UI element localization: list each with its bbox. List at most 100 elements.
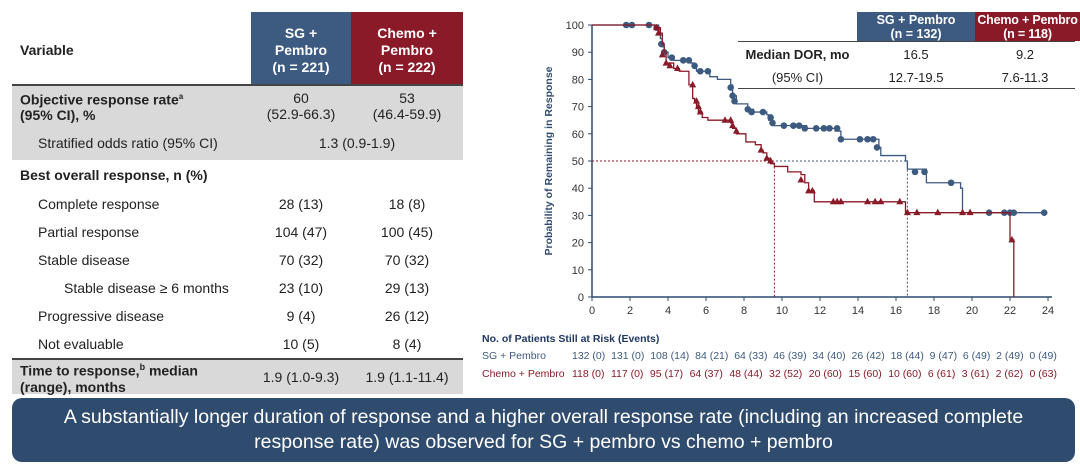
row-label: Partial response bbox=[38, 224, 140, 240]
median-line bbox=[592, 160, 908, 297]
censor-mark bbox=[797, 176, 805, 183]
censor-mark bbox=[896, 197, 904, 205]
censor-mark bbox=[727, 84, 734, 91]
row-label: Progressive disease bbox=[38, 308, 165, 324]
h1b: Pembro bbox=[274, 41, 328, 58]
row-label: Best overall response, n (%) bbox=[20, 167, 208, 183]
y-tick-label: 0 bbox=[578, 292, 584, 304]
cell-sg: 70 (32) bbox=[278, 252, 324, 268]
orr-chemo: 53 (46.4-59.9) bbox=[372, 90, 442, 122]
censor-mark bbox=[795, 122, 803, 129]
km-curve bbox=[592, 24, 1015, 297]
censor-mark bbox=[693, 97, 700, 104]
cell-chemo: 1.9 (1.1-11.4) bbox=[365, 369, 449, 385]
y-tick-label: 40 bbox=[572, 183, 584, 195]
censor-mark bbox=[921, 168, 928, 176]
table-row: Not evaluable 10 (5) 8 (4) bbox=[12, 330, 463, 358]
risk-cell: 18 (44) bbox=[890, 350, 924, 362]
h2c: (n = 222) bbox=[378, 58, 436, 75]
risk-cell: 6 (49) bbox=[962, 350, 991, 362]
risk-cell: 0 (49) bbox=[1029, 350, 1057, 362]
cell-sg: 9 (4) bbox=[286, 308, 316, 324]
table-row-orr: Objective response ratea (95% CI), % 60 (5… bbox=[12, 86, 463, 126]
censor-mark bbox=[694, 102, 702, 110]
risk-cell: 95 (17) bbox=[649, 368, 684, 380]
table-row-best-overall: Best overall response, n (%) bbox=[12, 160, 463, 190]
censor-mark bbox=[729, 92, 736, 100]
y-tick-label: 20 bbox=[572, 238, 584, 250]
censor-mark bbox=[727, 116, 735, 123]
censor-mark bbox=[790, 122, 797, 129]
y-tick-label: 50 bbox=[572, 156, 584, 168]
y-tick-label: 10 bbox=[572, 265, 584, 277]
censor-mark bbox=[668, 54, 676, 61]
table-row: Stable disease ≥ 6 months 23 (10) 29 (13) bbox=[12, 274, 463, 302]
table-row-odds-ratio: Stratified odds ratio (95% CI) 1.3 (0.9-… bbox=[12, 126, 463, 160]
censor-mark bbox=[820, 125, 828, 132]
cell-sg: 104 (47) bbox=[274, 224, 328, 240]
risk-row-chemo: Chemo + Pembro 118 (0) 117 (0) 95 (17) 64 (3… bbox=[482, 368, 1057, 380]
cell-chemo: 26 (12) bbox=[384, 308, 430, 324]
cell-sg: 23 (10) bbox=[278, 280, 324, 296]
censor-mark bbox=[767, 157, 775, 164]
y-tick-label: 30 bbox=[572, 210, 584, 222]
censor-mark bbox=[873, 144, 881, 151]
risk-cell: 64 (37) bbox=[689, 368, 723, 380]
censor-mark bbox=[685, 57, 693, 64]
risk-cell: 118 (0) bbox=[572, 368, 605, 380]
table-row: Progressive disease 9 (4) 26 (12) bbox=[12, 302, 463, 330]
censor-mark bbox=[674, 64, 681, 72]
cell-sg: 28 (13) bbox=[278, 196, 324, 212]
risk-values: 118 (0) 117 (0) 95 (17) 64 (37) 48 (44) 32 (5… bbox=[572, 368, 1057, 380]
censor-mark bbox=[934, 208, 942, 216]
censor-mark bbox=[1040, 209, 1048, 216]
x-tick-label: 6 bbox=[703, 305, 709, 317]
row-label: Complete response bbox=[38, 196, 160, 212]
risk-cell: 84 (21) bbox=[695, 350, 729, 362]
risk-cell: 10 (60) bbox=[888, 368, 922, 380]
table-row: Partial response 104 (47) 100 (45) bbox=[12, 218, 463, 246]
censor-mark bbox=[689, 80, 697, 88]
censor-mark bbox=[721, 116, 729, 123]
risk-cell: 20 (60) bbox=[808, 368, 843, 380]
censor-mark bbox=[1010, 209, 1018, 216]
risk-cell: 26 (42) bbox=[851, 350, 885, 362]
y-tick-label: 70 bbox=[572, 102, 584, 114]
inset-row: Median DOR, mo 16.5 9.2 bbox=[745, 47, 1035, 62]
censor-mark bbox=[864, 135, 871, 143]
odds-ratio-value: 1.3 (0.9-1.9) bbox=[318, 135, 396, 151]
risk-cell: 2 (62) bbox=[995, 368, 1024, 380]
inset-row: (95% CI) 12.7-19.5 7.6-11.3 bbox=[771, 70, 1049, 85]
risk-cell: 6 (61) bbox=[927, 368, 956, 380]
censor-mark bbox=[837, 197, 845, 205]
x-tick-label: 16 bbox=[890, 305, 902, 317]
risk-cell: 46 (39) bbox=[773, 350, 807, 362]
x-tick-label: 4 bbox=[665, 305, 671, 317]
row-label: Stratified odds ratio (95% CI) bbox=[38, 135, 218, 151]
header-chemo-pembro: Chemo + Pembro (n = 222) bbox=[351, 12, 463, 84]
header-sg-pembro: SG + Pembro (n = 221) bbox=[251, 12, 351, 84]
x-tick-label: 8 bbox=[741, 305, 747, 317]
cell-chemo: 100 (45) bbox=[380, 224, 434, 240]
censor-mark bbox=[757, 146, 765, 153]
censor-mark bbox=[769, 119, 776, 127]
risk-row-label: Chemo + Pembro bbox=[482, 368, 565, 380]
row-label: Stable disease ≥ 6 months bbox=[64, 280, 229, 296]
row-label: Not evaluable bbox=[38, 336, 124, 352]
x-tick-label: 14 bbox=[852, 305, 864, 317]
km-chart: 0 2 4 6 8 10 12 14 16 18 20 22 240102030405060708090… bbox=[543, 20, 1054, 317]
y-tick-label: 100 bbox=[566, 20, 584, 32]
cell-sg: 1.9 (1.0-9.3) bbox=[262, 369, 340, 385]
header-variable: Variable bbox=[20, 42, 74, 58]
risk-cell: 2 (49) bbox=[996, 350, 1024, 362]
risk-cell: 34 (40) bbox=[812, 350, 846, 362]
risk-values: 132 (0) 131 (0) 108 (14) 84 (21) 64 (33) 46 (… bbox=[572, 350, 1057, 362]
h1c: (n = 221) bbox=[272, 58, 330, 75]
censor-mark bbox=[732, 127, 740, 134]
row-label: Time to response,b median (range), months bbox=[20, 362, 198, 395]
x-tick-label: 0 bbox=[589, 305, 595, 317]
inset-header-chemo: Chemo + Pembro (n = 118) bbox=[975, 12, 1080, 41]
x-tick-label: 12 bbox=[814, 305, 826, 317]
y-tick-label: 90 bbox=[572, 47, 584, 59]
x-tick-label: 18 bbox=[928, 305, 940, 317]
